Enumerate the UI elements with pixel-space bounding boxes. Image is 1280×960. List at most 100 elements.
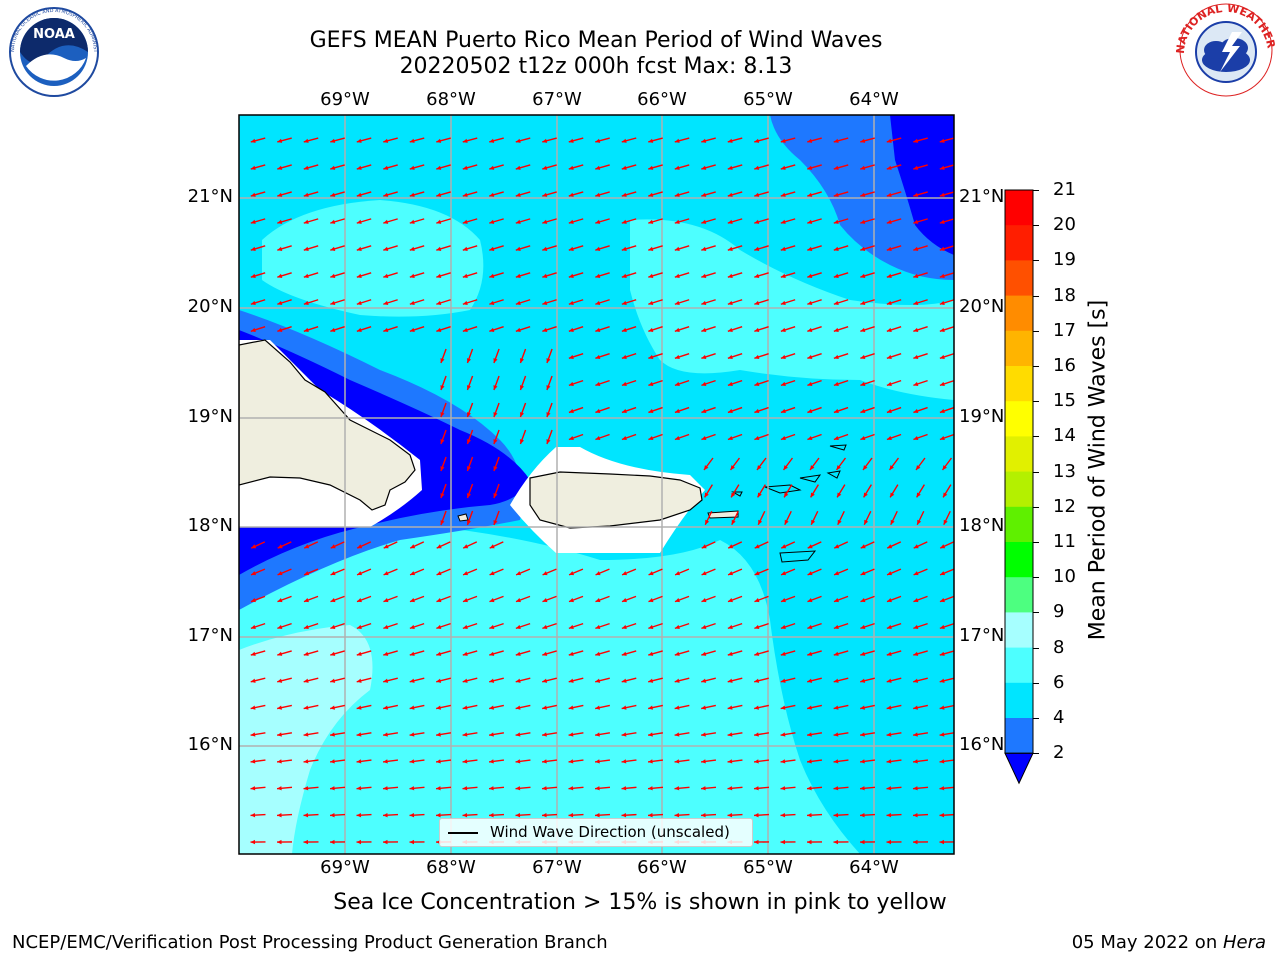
colorbar-segment	[1005, 682, 1033, 719]
wave-direction-arrowhead	[939, 812, 945, 818]
wave-direction-arrowhead	[780, 219, 786, 224]
wave-direction-arrowhead	[939, 138, 945, 143]
wave-direction-arrowhead	[727, 678, 733, 683]
wave-direction-arrowhead	[409, 732, 415, 737]
wave-direction-arrowhead	[943, 519, 948, 525]
wave-direction-arrowhead	[621, 408, 627, 414]
wave-direction-arrowhead	[648, 759, 653, 764]
colorbar	[1004, 189, 1034, 785]
wave-direction-arrowhead	[595, 246, 601, 251]
wave-direction-arrowhead	[462, 759, 468, 764]
wave-direction-arrowhead	[595, 354, 601, 360]
wave-direction-arrowhead	[410, 571, 416, 576]
wave-direction-arrowhead	[436, 678, 442, 683]
wave-direction-arrowhead	[330, 192, 336, 197]
wave-direction-arrowhead	[648, 651, 654, 656]
colorbar-tick-mark	[1033, 718, 1039, 719]
wave-direction-arrowhead	[833, 624, 839, 630]
wave-direction-arrowhead	[595, 786, 600, 791]
land-puerto-rico	[529, 471, 703, 529]
wave-direction-arrowhead	[493, 358, 498, 364]
wave-direction-arrowhead	[466, 439, 472, 445]
wave-direction-arrowhead	[860, 219, 866, 224]
wave-direction-arrowhead	[727, 300, 733, 305]
wave-direction-arrowhead	[913, 219, 919, 224]
wave-direction-arrowhead	[913, 651, 919, 656]
wave-direction-arrowhead	[701, 812, 706, 818]
wave-direction-arrowhead	[356, 300, 362, 305]
wave-direction-arrowhead	[493, 520, 498, 526]
wave-direction-arrowhead	[436, 624, 442, 630]
colorbar-tick-label: 8	[1053, 636, 1065, 658]
wave-direction-arrowhead	[701, 192, 707, 197]
wave-direction-arrowhead	[810, 465, 815, 471]
wave-direction-arrowhead	[781, 544, 787, 549]
wave-direction-arrowhead	[383, 544, 389, 549]
wave-direction-arrowhead	[811, 519, 816, 525]
wave-direction-arrowhead	[383, 678, 389, 683]
wave-direction-arrowhead	[462, 165, 468, 170]
wave-direction-arrowhead	[568, 732, 574, 737]
wave-direction-arrowhead	[701, 678, 707, 683]
wave-direction-arrowhead	[701, 786, 706, 791]
wave-direction-arrowhead	[519, 439, 525, 445]
wave-direction-arrowhead	[886, 273, 892, 278]
wave-direction-arrowhead	[886, 624, 892, 630]
wave-direction-arrowhead	[886, 219, 892, 224]
lon-label-top: 64°W	[849, 89, 899, 110]
wave-direction-arrowhead	[304, 544, 310, 549]
wave-direction-arrowhead	[939, 435, 945, 441]
wave-direction-arrowhead	[383, 571, 389, 576]
wave-direction-arrowhead	[489, 732, 494, 737]
wave-direction-arrowhead	[621, 219, 627, 224]
wave-direction-arrowhead	[754, 192, 760, 197]
wave-direction-arrowhead	[621, 354, 627, 360]
wave-direction-arrowhead	[754, 354, 760, 360]
wave-direction-arrowhead	[330, 812, 335, 818]
wave-direction-arrowhead	[466, 358, 472, 364]
wave-direction-arrowhead	[250, 300, 256, 305]
wave-direction-arrowhead	[886, 408, 892, 414]
wave-direction-arrowhead	[515, 327, 521, 332]
wave-direction-arrowhead	[807, 138, 813, 143]
wave-direction-arrowhead	[383, 165, 389, 170]
wave-direction-arrowhead	[519, 412, 525, 418]
wave-direction-arrowhead	[890, 492, 895, 498]
wave-direction-arrowhead	[489, 598, 495, 603]
wave-direction-arrowhead	[807, 408, 813, 414]
wave-direction-arrowhead	[515, 678, 521, 683]
wave-direction-arrowhead	[546, 358, 551, 364]
wave-direction-arrowhead	[489, 300, 495, 305]
wave-direction-arrowhead	[303, 598, 309, 603]
wave-direction-arrowhead	[546, 385, 551, 391]
wave-direction-arrowhead	[939, 246, 945, 251]
wave-direction-arrowhead	[913, 812, 918, 818]
wave-direction-arrowhead	[489, 812, 494, 818]
wave-direction-arrowhead	[701, 705, 707, 710]
wave-direction-arrowhead	[648, 138, 654, 143]
wave-direction-arrowhead	[860, 759, 865, 764]
wave-direction-arrowhead	[860, 381, 866, 387]
wave-direction-arrowhead	[701, 624, 707, 630]
wave-direction-arrowhead	[864, 519, 869, 525]
wave-direction-arrowhead	[542, 678, 548, 683]
wave-direction-arrowhead	[886, 651, 892, 656]
wave-direction-arrowhead	[887, 571, 893, 576]
wave-direction-arrowhead	[886, 138, 892, 143]
colorbar-tick-label: 21	[1053, 179, 1076, 200]
colorbar-extend-arrow	[1004, 752, 1034, 785]
wave-direction-arrowhead	[886, 192, 892, 197]
colorbar-tick-mark	[1033, 612, 1039, 614]
wave-direction-arrowhead	[568, 246, 574, 251]
wave-direction-arrowhead	[250, 678, 256, 683]
wave-direction-arrowhead	[648, 812, 653, 818]
wave-direction-arrowhead	[383, 246, 389, 251]
wave-direction-arrowhead	[860, 651, 866, 656]
wave-direction-arrowhead	[648, 273, 654, 278]
lon-label-bottom: 65°W	[743, 857, 793, 878]
wave-direction-arrowhead	[730, 465, 735, 471]
wave-direction-arrowhead	[754, 598, 760, 603]
wave-direction-arrowhead	[754, 219, 760, 224]
colorbar-segment	[1005, 260, 1033, 297]
colorbar-tick-label: 14	[1053, 425, 1076, 447]
